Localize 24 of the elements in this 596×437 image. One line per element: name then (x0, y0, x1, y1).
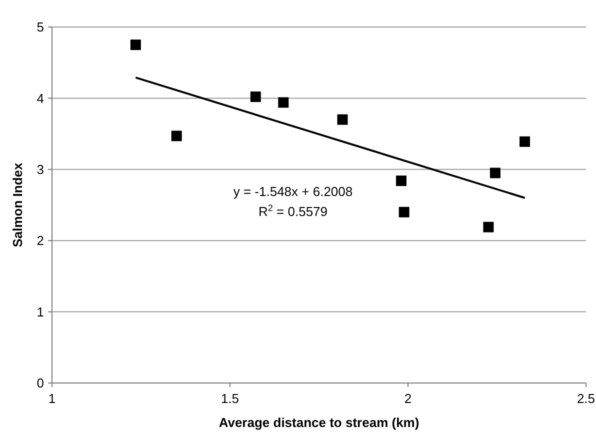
x-tick-label: 2 (404, 391, 412, 406)
y-tick-label: 2 (36, 233, 44, 248)
point (171, 130, 182, 142)
point (490, 168, 500, 178)
y-tick-label: 1 (36, 304, 44, 320)
annotation: R$^{2}$ = 0.5579 (258, 203, 328, 219)
y-tick-label: 3 (36, 162, 44, 177)
y-tick-label: 0 (36, 376, 44, 391)
y-axis-title: Salmon Index (10, 162, 25, 248)
point (483, 222, 494, 232)
x-tick-label: 2.5 (576, 391, 596, 406)
point (278, 97, 289, 108)
x-axis-title: Average distance to stream (km) (218, 415, 420, 430)
point (130, 40, 141, 50)
point (337, 114, 348, 125)
point (396, 176, 406, 186)
x-tick-label: 1 (48, 391, 56, 406)
annotation: y = -1.548x + 6.2008 (233, 184, 353, 199)
point (520, 136, 530, 147)
point (250, 92, 261, 102)
y-tick-label: 4 (36, 90, 44, 106)
y-tick-label: 5 (36, 20, 44, 35)
point (398, 206, 410, 218)
x-tick-label: 1.5 (220, 391, 240, 406)
